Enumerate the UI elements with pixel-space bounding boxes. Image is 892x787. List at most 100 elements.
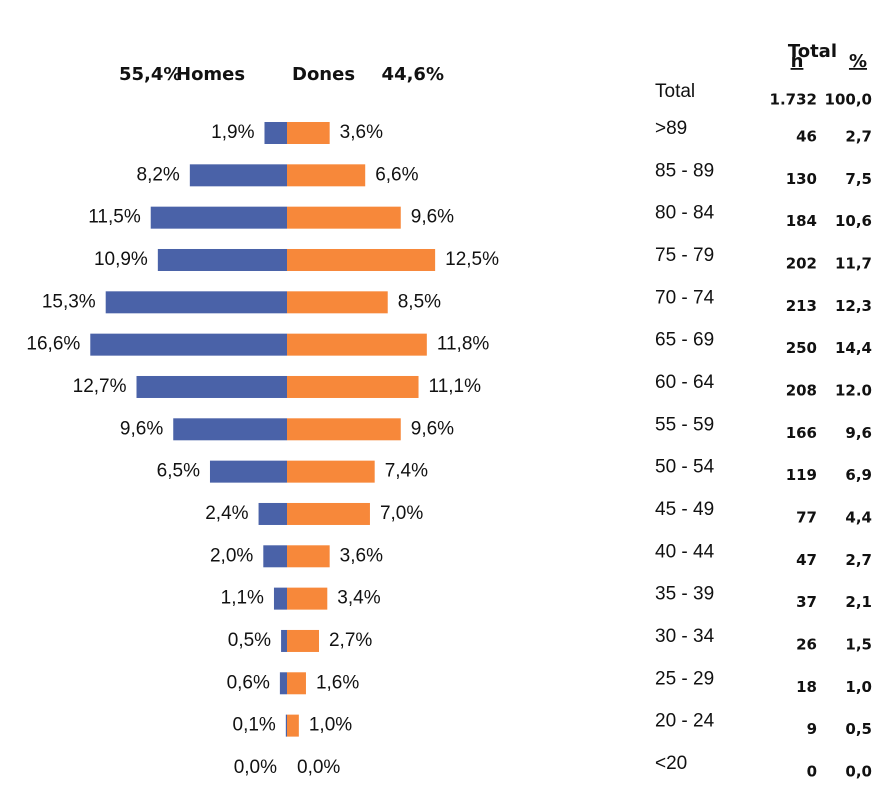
value-label: 16,6% (26, 334, 80, 355)
cell: 26 (796, 635, 817, 653)
cell: 6,9 (845, 466, 872, 484)
value-label: 8,2% (137, 164, 180, 185)
cell: 130 (786, 170, 817, 188)
value-label: 9,6% (411, 207, 454, 228)
bar (287, 672, 306, 695)
cell: 12,3 (835, 297, 872, 315)
value-label: 1,9% (211, 122, 254, 143)
value-label: 9,6% (120, 418, 163, 439)
cell: 213 (786, 297, 817, 315)
category-label: >89 (655, 118, 687, 139)
cell: 18 (796, 678, 817, 696)
cell: 12.0 (835, 381, 872, 399)
bar (287, 122, 330, 144)
bar (287, 291, 388, 314)
category-label: 55 - 59 (655, 414, 714, 435)
legend-share: 55,4% (119, 64, 181, 85)
cell: 1,5 (845, 635, 872, 653)
bar (287, 375, 419, 398)
category-label: 60 - 64 (655, 372, 715, 393)
cell: 1.732 (770, 91, 817, 109)
cell: 0,5 (845, 720, 872, 738)
category-label: 40 - 44 (655, 541, 715, 562)
category-label: 50 - 54 (655, 457, 715, 478)
cell: 1,0 (845, 678, 872, 696)
cell: 9 (807, 720, 817, 738)
value-label: 6,6% (375, 164, 418, 185)
cell: 166 (786, 424, 817, 442)
cell: 14,4 (835, 339, 872, 357)
bar (150, 206, 287, 229)
bar (263, 545, 287, 568)
value-label: 12,7% (73, 376, 127, 397)
cell: 37 (796, 593, 817, 611)
cell: 47 (796, 551, 817, 569)
bar (136, 375, 287, 398)
bar (209, 460, 287, 483)
bar (281, 629, 287, 652)
cell: 46 (796, 128, 817, 146)
row-label: Total (655, 81, 695, 102)
bar (287, 545, 330, 568)
value-label: 2,4% (205, 503, 248, 524)
bar (287, 460, 375, 483)
value-label: 8,5% (398, 291, 441, 312)
legend-entry: Homes (176, 64, 245, 85)
value-label: 11,5% (88, 207, 141, 228)
value-label: 0,5% (228, 630, 271, 651)
bar (279, 672, 287, 695)
cell: 184 (786, 212, 817, 230)
value-label: 7,0% (380, 503, 423, 524)
category-label: 70 - 74 (655, 287, 715, 308)
value-label: 6,5% (157, 461, 200, 482)
bar (287, 206, 401, 229)
category-label: 45 - 49 (655, 499, 714, 520)
value-label: 11,1% (429, 376, 482, 397)
value-label: 1,6% (316, 672, 359, 693)
bar (258, 502, 287, 525)
column-header: n (791, 51, 804, 72)
bar (287, 502, 370, 525)
value-label: 15,3% (42, 291, 96, 312)
value-label: 2,0% (210, 545, 253, 566)
cell: 208 (786, 381, 817, 399)
legend-entry: Dones (292, 64, 355, 85)
bar (287, 248, 436, 271)
bar (264, 122, 287, 144)
value-label: 12,5% (445, 249, 499, 270)
value-label: 0,0% (234, 757, 277, 778)
cell: 9,6 (845, 424, 872, 442)
cell: 7,5 (845, 170, 872, 188)
bar (287, 587, 328, 610)
category-label: <20 (655, 753, 687, 774)
cell: 250 (786, 339, 817, 357)
value-label: 3,6% (340, 545, 383, 566)
category-label: 20 - 24 (655, 711, 715, 732)
cell: 119 (786, 466, 817, 484)
value-label: 10,9% (94, 249, 148, 270)
bar (273, 587, 287, 610)
value-label: 1,0% (309, 715, 352, 736)
table-title: Total (788, 41, 837, 62)
cell: 4,4 (845, 508, 872, 526)
bar (157, 248, 287, 271)
bar (90, 333, 287, 356)
cell: 77 (796, 508, 817, 526)
cell: 2,1 (845, 593, 872, 611)
bar (189, 164, 287, 187)
cell: 202 (786, 254, 817, 272)
cell: 2,7 (845, 128, 872, 146)
value-label: 0,0% (297, 757, 340, 778)
value-label: 1,1% (221, 588, 264, 609)
bar (285, 714, 287, 737)
cell: 100,0 (825, 91, 872, 109)
value-label: 2,7% (329, 630, 372, 651)
bar (105, 291, 287, 314)
category-label: 75 - 79 (655, 245, 714, 266)
value-label: 0,1% (233, 715, 276, 736)
cell: 2,7 (845, 551, 872, 569)
value-label: 9,6% (411, 418, 454, 439)
bar (287, 164, 366, 187)
value-label: 3,6% (340, 122, 383, 143)
